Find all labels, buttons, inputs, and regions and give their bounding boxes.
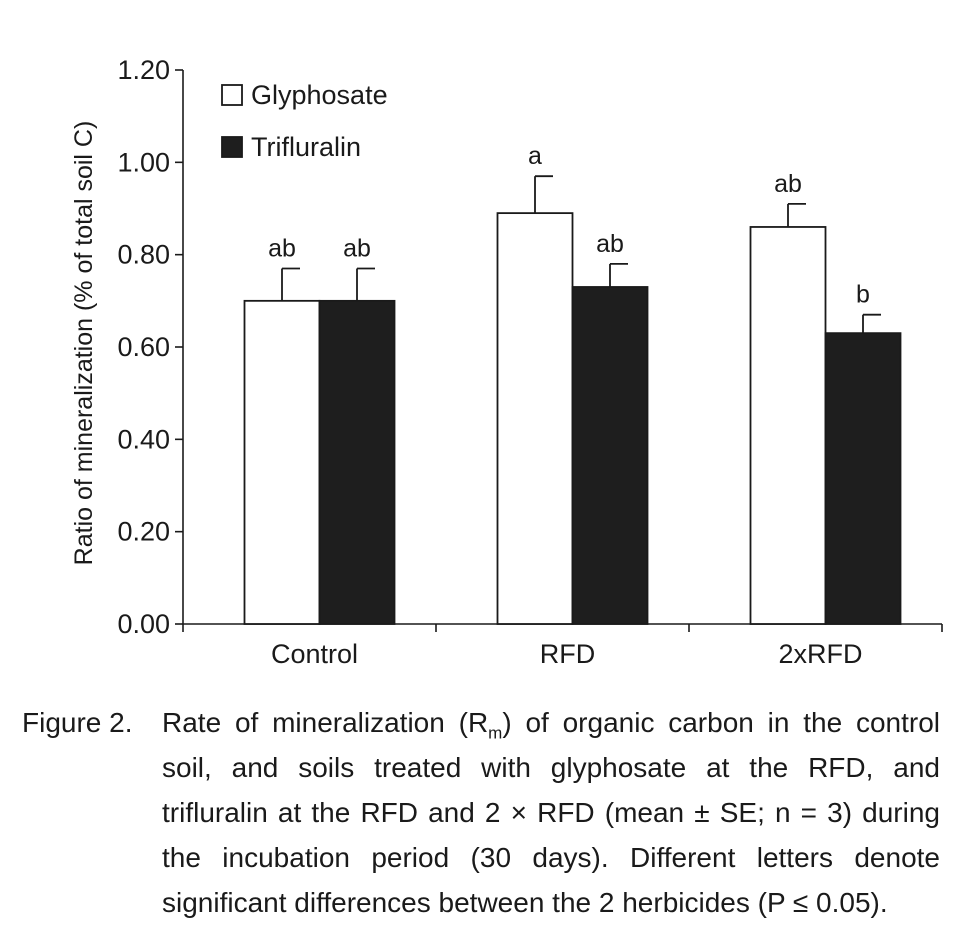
figure-caption: Figure 2. Rate of mineralization (Rm) of…: [22, 700, 940, 925]
y-tick-label: 0.40: [117, 424, 170, 454]
y-axis: 0.00 0.20 0.40 0.60 0.80 1.00 1.20: [117, 55, 184, 639]
bar-trifluralin: [318, 299, 396, 625]
significance-letter: a: [528, 142, 542, 170]
bars: ab ab a ab ab b: [243, 142, 902, 625]
x-category-label: Control: [271, 639, 358, 669]
bar-trifluralin: [571, 286, 649, 625]
y-tick-label: 0.80: [117, 240, 170, 270]
x-category-label: 2xRFD: [778, 639, 862, 669]
bar-glyphosate: [749, 226, 827, 625]
caption-text-end: ) of organic carbon in the control soil,…: [162, 707, 940, 918]
y-tick-label: 0.00: [117, 609, 170, 639]
legend-label-glyphosate: Glyphosate: [251, 80, 388, 110]
bar-glyphosate: [243, 299, 321, 625]
bar-trifluralin: [824, 332, 902, 625]
legend-label-trifluralin: Trifluralin: [251, 132, 361, 162]
significance-letter: ab: [596, 230, 624, 258]
caption-text: Rate of mineralization (Rm) of organic c…: [162, 700, 940, 925]
x-category-label: RFD: [540, 639, 596, 669]
significance-letter: ab: [774, 170, 802, 198]
x-axis: Control RFD 2xRFD: [182, 623, 943, 669]
y-tick-label: 1.20: [117, 55, 170, 85]
caption-label: Figure 2.: [22, 707, 133, 738]
caption-text-start: Rate of mineralization (R: [162, 707, 489, 738]
bar-glyphosate: [496, 212, 574, 625]
legend-swatch-glyphosate: [221, 84, 243, 106]
y-tick-label: 1.00: [117, 147, 170, 177]
y-tick-label: 0.20: [117, 517, 170, 547]
significance-letter: ab: [343, 235, 371, 263]
y-axis-label: Ratio of mineralization (% of total soil…: [70, 121, 98, 566]
significance-letter: b: [856, 281, 870, 309]
significance-letter: ab: [268, 235, 296, 263]
y-tick-label: 0.60: [117, 332, 170, 362]
legend: Glyphosate Trifluralin: [221, 80, 388, 162]
bar-chart: 0.00 0.20 0.40 0.60 0.80 1.00 1.20 Control RFD 2…: [70, 55, 943, 669]
caption-subscript: m: [488, 723, 503, 743]
legend-swatch-trifluralin: [221, 136, 243, 158]
